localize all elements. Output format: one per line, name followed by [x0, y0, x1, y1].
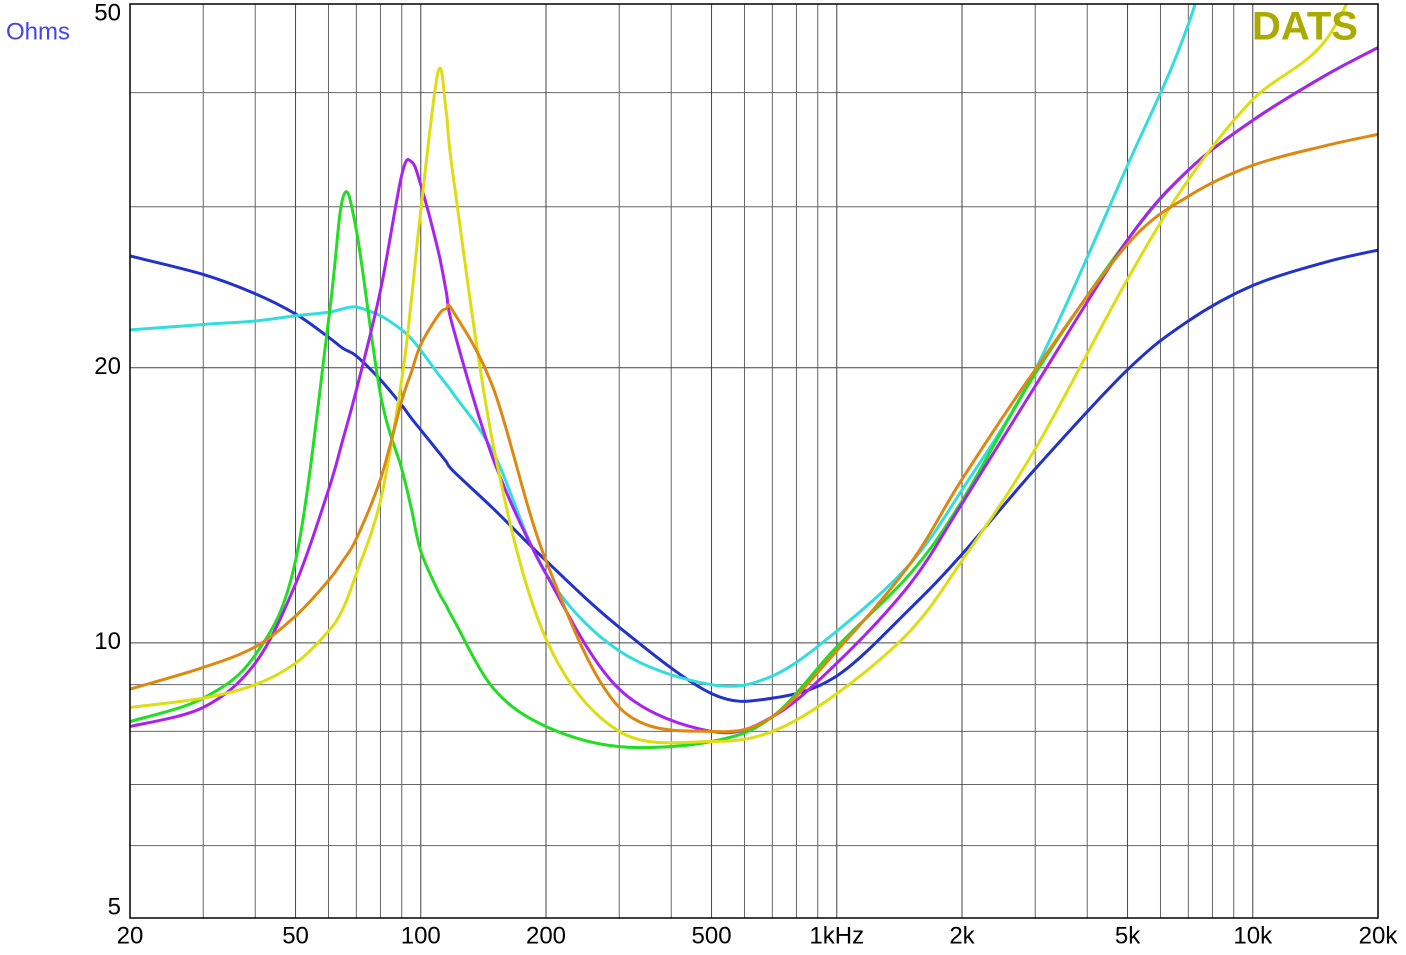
x-tick-label: 1kHz	[809, 922, 864, 949]
x-tick-label: 500	[692, 922, 732, 949]
x-tick-label: 100	[401, 922, 441, 949]
plot-frame	[129, 3, 1379, 919]
series-line	[130, 132, 1378, 734]
x-tick-label: 20	[117, 922, 144, 949]
x-tick-label: 20k	[1359, 922, 1399, 949]
x-tick-label: 10k	[1233, 922, 1273, 949]
y-axis-label: Ohms	[6, 18, 70, 45]
x-tick-label: 5k	[1115, 922, 1141, 949]
y-tick-label: 50	[94, 0, 121, 26]
x-tick-label: 50	[282, 922, 309, 949]
y-tick-label: 5	[108, 893, 121, 920]
labels: 20 50 100 200 500 1kHz 2k 5k 10k 20k 5 10 20 50	[94, 0, 1398, 949]
y-tick-label: 20	[94, 353, 121, 380]
series-line	[130, 46, 1378, 735]
x-tick-label: 200	[526, 922, 566, 949]
y-tick-label: 10	[94, 628, 121, 655]
lines	[130, 4, 1378, 750]
series-line	[130, 248, 1378, 703]
series-line	[130, 4, 1349, 745]
x-tick-label: 2k	[949, 922, 975, 949]
watermark: DATS	[1252, 5, 1358, 49]
